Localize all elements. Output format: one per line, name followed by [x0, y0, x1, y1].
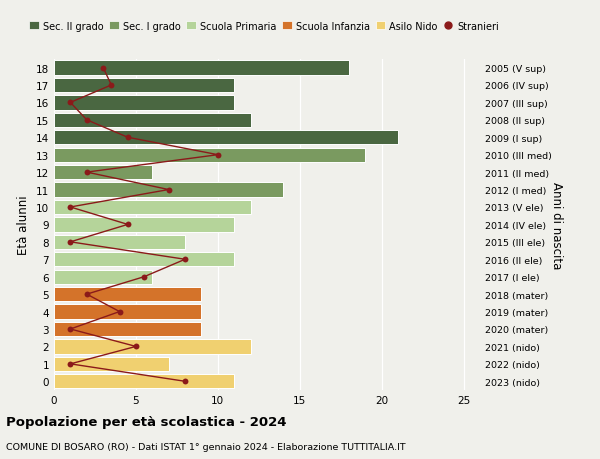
Point: [65, 100, 75, 107]
Bar: [54, 235, 185, 249]
Bar: [54, 201, 251, 215]
Point: [123, 221, 133, 229]
Point: [65, 325, 75, 333]
Bar: [54, 78, 234, 93]
Legend: Sec. II grado, Sec. I grado, Scuola Primaria, Scuola Infanzia, Asilo Nido, Stran: Sec. II grado, Sec. I grado, Scuola Prim…: [29, 22, 499, 32]
Point: [180, 256, 190, 263]
Bar: [54, 357, 169, 371]
Bar: [54, 305, 202, 319]
Bar: [54, 252, 234, 267]
Point: [65, 204, 75, 211]
Bar: [54, 218, 234, 232]
Bar: [54, 96, 234, 110]
Bar: [54, 375, 234, 389]
Y-axis label: Anni di nascita: Anni di nascita: [550, 181, 563, 269]
Point: [82, 169, 92, 176]
Bar: [54, 183, 283, 197]
Bar: [54, 322, 202, 336]
Bar: [54, 340, 251, 354]
Bar: [54, 166, 152, 180]
Bar: [54, 270, 152, 284]
Bar: [54, 287, 202, 302]
Point: [213, 151, 223, 159]
Bar: [54, 61, 349, 75]
Bar: [54, 113, 251, 128]
Bar: [54, 131, 398, 145]
Point: [107, 82, 116, 90]
Point: [139, 274, 149, 281]
Text: Popolazione per età scolastica - 2024: Popolazione per età scolastica - 2024: [6, 415, 287, 428]
Y-axis label: Età alunni: Età alunni: [17, 195, 31, 255]
Point: [98, 65, 108, 72]
Point: [82, 117, 92, 124]
Point: [115, 308, 124, 315]
Point: [65, 239, 75, 246]
Point: [180, 378, 190, 385]
Point: [82, 291, 92, 298]
Text: COMUNE DI BOSARO (RO) - Dati ISTAT 1° gennaio 2024 - Elaborazione TUTTITALIA.IT: COMUNE DI BOSARO (RO) - Dati ISTAT 1° ge…: [6, 442, 406, 451]
Point: [164, 186, 173, 194]
Point: [65, 360, 75, 368]
Bar: [54, 148, 365, 162]
Point: [131, 343, 141, 350]
Point: [123, 134, 133, 142]
